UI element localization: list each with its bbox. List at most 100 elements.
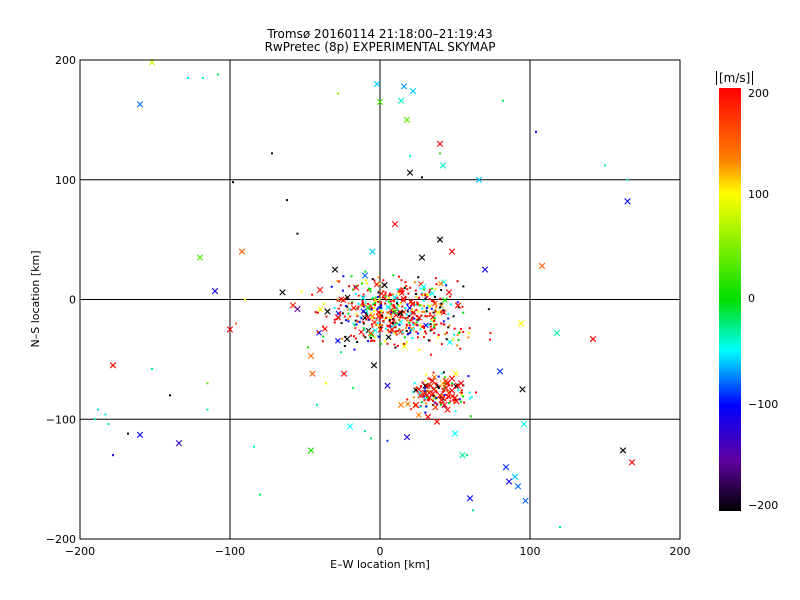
cluster-point — [411, 337, 414, 340]
scatter-cross — [505, 478, 513, 485]
cluster-point — [420, 293, 423, 296]
scatter-cross — [466, 495, 474, 502]
cluster-point — [462, 330, 465, 333]
cluster-point — [378, 323, 381, 326]
cluster-point — [430, 328, 433, 331]
cluster-point — [428, 297, 431, 300]
cluster-point — [370, 307, 373, 310]
cluster-point — [360, 304, 363, 307]
cluster-point — [426, 295, 429, 298]
cluster-point — [362, 322, 365, 325]
cluster-point — [433, 325, 436, 328]
cluster-point — [443, 382, 446, 385]
scatter-dot — [232, 181, 234, 184]
cluster-point — [447, 317, 450, 320]
cluster-point — [387, 331, 390, 334]
scatter-dot — [206, 382, 209, 385]
cluster-cross — [350, 305, 357, 311]
cluster-point — [362, 304, 365, 307]
scatter-dot — [626, 178, 629, 181]
cluster-cross — [375, 313, 382, 320]
cluster-point — [412, 396, 415, 399]
cluster-point — [437, 333, 440, 336]
colorbar-tick: 100 — [748, 188, 769, 201]
scatter-dot — [604, 164, 606, 167]
cluster-point — [457, 331, 460, 334]
cluster-point — [426, 305, 429, 308]
cluster-point — [338, 311, 341, 314]
scatter-dot — [286, 199, 288, 202]
cluster-point — [380, 311, 383, 314]
cluster-point — [401, 331, 404, 334]
cluster-point — [399, 315, 402, 318]
cluster-point — [375, 323, 378, 326]
scatter-cross — [211, 287, 219, 295]
cluster-point — [425, 293, 428, 296]
cluster-point — [396, 296, 399, 299]
cluster-point — [355, 312, 358, 315]
cluster-point — [390, 311, 393, 314]
scatter-cross — [324, 308, 331, 315]
cluster-point — [387, 325, 390, 328]
cluster-point — [333, 306, 336, 309]
cluster-point — [417, 276, 420, 279]
cluster-point — [418, 296, 421, 299]
scatter-cross — [517, 320, 525, 327]
cluster-point — [395, 330, 398, 333]
cluster-point — [361, 282, 364, 285]
cluster-point — [433, 331, 436, 334]
cluster-point — [386, 324, 389, 327]
cluster-point — [442, 320, 445, 323]
scatter-cross — [373, 80, 381, 88]
cluster-point — [362, 293, 365, 296]
y-tick-label: 200 — [55, 54, 76, 67]
cluster-point — [421, 292, 424, 295]
cluster-point — [398, 319, 401, 322]
cluster-point — [422, 299, 425, 302]
scatter-cross — [436, 392, 444, 399]
x-axis-label: E–W location [km] — [330, 558, 430, 571]
cluster-point — [423, 390, 426, 393]
cluster-point — [351, 301, 354, 304]
cluster-point — [322, 302, 325, 305]
cluster-point — [403, 342, 406, 345]
scatter-dot — [187, 76, 189, 79]
cluster-point — [381, 314, 384, 317]
cluster-point — [398, 310, 401, 313]
cluster-cross — [371, 319, 378, 326]
cluster-point — [468, 397, 471, 400]
cluster-cross — [429, 290, 436, 297]
cluster-point — [449, 303, 452, 306]
scatter-dot — [127, 432, 129, 435]
cluster-point — [344, 319, 347, 322]
cluster-point — [427, 399, 430, 402]
scatter-cross — [136, 431, 144, 439]
cluster-point — [412, 321, 415, 324]
cluster-points — [300, 270, 492, 418]
cluster-point — [457, 339, 460, 342]
cluster-point — [377, 306, 380, 309]
cluster-point — [356, 341, 359, 344]
cluster-point — [403, 287, 406, 290]
scatter-cross — [388, 326, 396, 333]
cluster-point — [392, 321, 395, 324]
cluster-point — [387, 294, 390, 297]
scatter-cross — [391, 220, 399, 228]
cluster-point — [378, 315, 381, 318]
cluster-point — [428, 291, 431, 294]
cluster-point — [448, 324, 451, 327]
cluster-point — [457, 389, 460, 392]
cluster-point — [437, 375, 440, 378]
cluster-point — [404, 326, 407, 329]
scatter-cross — [148, 59, 156, 66]
cluster-cross — [365, 304, 371, 311]
cluster-point — [435, 382, 438, 385]
cluster-point — [425, 373, 428, 376]
cluster-point — [370, 312, 373, 315]
cluster-point — [409, 312, 412, 315]
cluster-point — [411, 311, 414, 314]
scatter-cross — [294, 305, 301, 313]
cluster-point — [425, 396, 428, 399]
scatter-cross — [438, 396, 445, 404]
cluster-point — [406, 333, 409, 336]
